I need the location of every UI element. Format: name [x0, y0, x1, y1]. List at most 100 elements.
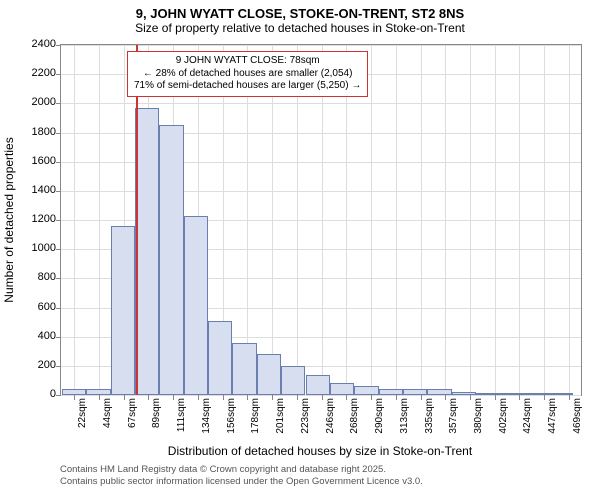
histogram-bar [354, 386, 378, 395]
x-tick-mark [99, 395, 100, 400]
histogram-bar [306, 375, 330, 395]
histogram-bar [159, 125, 183, 395]
y-tick-label: 1200 [16, 213, 56, 225]
x-tick-mark [371, 395, 372, 400]
footer-line-2: Contains public sector information licen… [60, 476, 423, 488]
histogram-bar [111, 226, 135, 395]
y-tick-mark [56, 337, 61, 338]
y-tick-label: 1000 [16, 242, 56, 254]
x-tick-mark [495, 395, 496, 400]
grid-line-v [495, 45, 496, 395]
x-tick-label: 246sqm [325, 398, 336, 434]
histogram-bar [86, 389, 110, 395]
x-tick-label: 89sqm [151, 398, 162, 428]
grid-line-h [61, 395, 581, 396]
x-tick-label: 335sqm [424, 398, 435, 434]
y-tick-label: 600 [16, 301, 56, 313]
x-tick-label: 223sqm [300, 398, 311, 434]
histogram-bar [184, 216, 208, 395]
x-tick-mark [396, 395, 397, 400]
x-tick-mark [198, 395, 199, 400]
chart-container: 9, JOHN WYATT CLOSE, STOKE-ON-TRENT, ST2… [0, 0, 600, 500]
grid-line-v [470, 45, 471, 395]
grid-line-v [371, 45, 372, 395]
y-tick-label: 2000 [16, 96, 56, 108]
x-tick-label: 201sqm [275, 398, 286, 434]
y-tick-mark [56, 220, 61, 221]
y-tick-mark [56, 103, 61, 104]
y-tick-mark [56, 395, 61, 396]
x-tick-label: 44sqm [102, 398, 113, 428]
x-tick-label: 290sqm [374, 398, 385, 434]
x-tick-mark [297, 395, 298, 400]
grid-line-v [519, 45, 520, 395]
x-tick-mark [445, 395, 446, 400]
annotation-box: 9 JOHN WYATT CLOSE: 78sqm ← 28% of detac… [127, 51, 368, 97]
footer: Contains HM Land Registry data © Crown c… [60, 464, 423, 488]
x-tick-mark [247, 395, 248, 400]
x-tick-label: 268sqm [349, 398, 360, 434]
grid-line-v [99, 45, 100, 395]
x-tick-mark [124, 395, 125, 400]
grid-line-h [61, 103, 581, 104]
y-tick-mark [56, 191, 61, 192]
grid-line-v [569, 45, 570, 395]
y-tick-label: 2200 [16, 67, 56, 79]
histogram-bar [208, 321, 232, 395]
y-tick-mark [56, 278, 61, 279]
x-tick-mark [148, 395, 149, 400]
histogram-bar [257, 354, 281, 395]
x-tick-mark [519, 395, 520, 400]
grid-line-h [61, 45, 581, 46]
x-tick-label: 22sqm [77, 398, 88, 428]
chart-title: 9, JOHN WYATT CLOSE, STOKE-ON-TRENT, ST2… [0, 0, 600, 21]
x-tick-mark [74, 395, 75, 400]
x-tick-mark [173, 395, 174, 400]
grid-line-v [421, 45, 422, 395]
x-tick-mark [322, 395, 323, 400]
y-tick-mark [56, 308, 61, 309]
annotation-line-2: ← 28% of detached houses are smaller (2,… [134, 68, 361, 81]
y-tick-label: 1400 [16, 184, 56, 196]
x-tick-mark [421, 395, 422, 400]
x-tick-label: 313sqm [399, 398, 410, 434]
grid-line-v [396, 45, 397, 395]
histogram-bar [232, 343, 256, 396]
grid-line-v [445, 45, 446, 395]
chart-subtitle: Size of property relative to detached ho… [0, 21, 600, 39]
y-tick-mark [56, 133, 61, 134]
histogram-bar [379, 389, 403, 395]
x-tick-label: 380sqm [473, 398, 484, 434]
x-tick-label: 156sqm [226, 398, 237, 434]
histogram-bar [281, 366, 305, 395]
y-tick-mark [56, 249, 61, 250]
histogram-bar [403, 389, 427, 395]
y-tick-label: 400 [16, 330, 56, 342]
grid-line-v [297, 45, 298, 395]
x-tick-mark [470, 395, 471, 400]
y-tick-mark [56, 45, 61, 46]
histogram-bar [476, 393, 500, 395]
grid-line-v [74, 45, 75, 395]
y-tick-mark [56, 74, 61, 75]
histogram-bar [549, 393, 573, 395]
histogram-bar [500, 393, 524, 395]
y-tick-label: 0 [16, 388, 56, 400]
histogram-bar [452, 392, 476, 395]
y-tick-label: 1600 [16, 155, 56, 167]
x-tick-label: 111sqm [176, 398, 187, 432]
x-tick-label: 134sqm [201, 398, 212, 434]
x-tick-mark [569, 395, 570, 400]
x-tick-mark [544, 395, 545, 400]
grid-line-v [322, 45, 323, 395]
histogram-bar [427, 389, 451, 395]
x-tick-label: 402sqm [498, 398, 509, 434]
x-tick-label: 447sqm [547, 398, 558, 434]
reference-line [136, 45, 138, 395]
y-tick-label: 1800 [16, 126, 56, 138]
x-tick-label: 178sqm [250, 398, 261, 434]
annotation-line-3: 71% of semi-detached houses are larger (… [134, 80, 361, 93]
x-tick-label: 67sqm [127, 398, 138, 428]
y-tick-mark [56, 366, 61, 367]
y-tick-label: 2400 [16, 38, 56, 50]
